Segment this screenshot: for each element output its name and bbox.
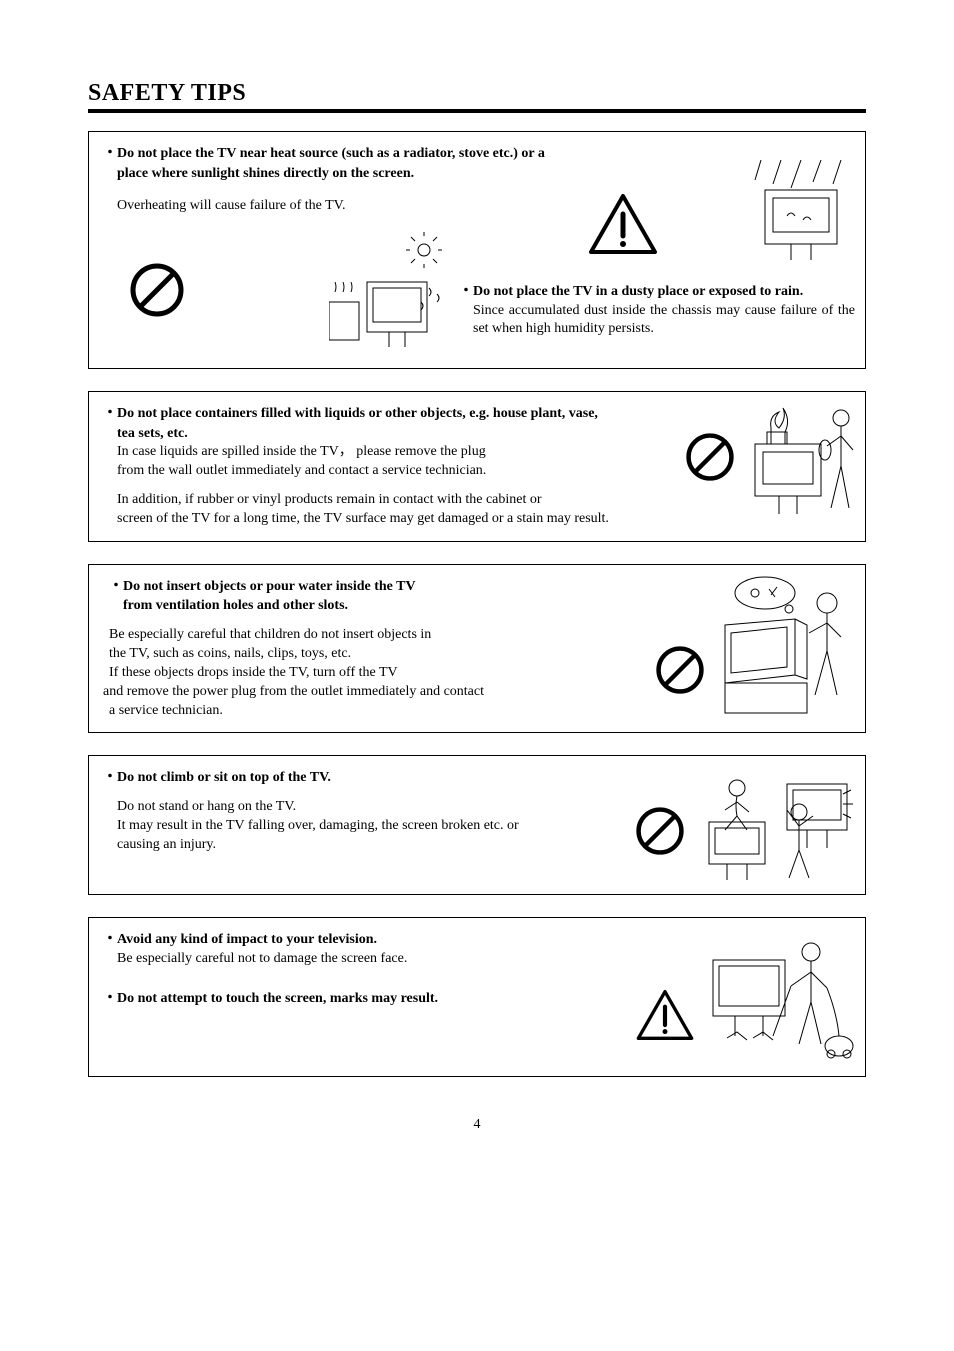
heading-text-dust: Do not place the TV in a dusty place or … bbox=[473, 284, 803, 299]
prohibition-icon bbox=[635, 806, 685, 856]
bullet-heading-dust: ・Do not place the TV in a dusty place or… bbox=[459, 282, 855, 302]
plant-illustration bbox=[749, 398, 859, 520]
bullet-heading: ・Do not place containers filled with liq… bbox=[103, 404, 851, 424]
safety-box-heat-dust: ・Do not place the TV near heat source (s… bbox=[88, 131, 866, 369]
warning-icon bbox=[587, 192, 659, 261]
prohibition-icon bbox=[685, 432, 735, 482]
prohibition-icon bbox=[655, 645, 705, 695]
body-text: Overheating will cause failure of the TV… bbox=[103, 197, 851, 216]
heading-text: Avoid any kind of impact to your televis… bbox=[117, 932, 377, 947]
body-line: In addition, if rubber or vinyl products… bbox=[103, 491, 851, 510]
page-number: 4 bbox=[88, 1117, 866, 1133]
heading-text: Do not insert objects or pour water insi… bbox=[123, 579, 416, 594]
page-title: SAFETY TIPS bbox=[88, 80, 866, 107]
right-col: ・Do not place the TV in a dusty place or… bbox=[459, 282, 855, 339]
document-page: SAFETY TIPS ・Do not place the TV near he… bbox=[0, 0, 954, 1173]
vacuum-illustration bbox=[707, 938, 857, 1068]
heading-line2: place where sunlight shines directly on … bbox=[117, 166, 414, 181]
heading-text-touch: Do not attempt to touch the screen, mark… bbox=[117, 991, 438, 1006]
bullet-heading: ・Do not place the TV near heat source (s… bbox=[103, 144, 851, 164]
title-rule bbox=[88, 109, 866, 113]
heading-line2: tea sets, etc. bbox=[103, 424, 851, 444]
climb-illustration bbox=[695, 770, 855, 890]
safety-box-insert: ・Do not insert objects or pour water ins… bbox=[88, 564, 866, 734]
rain-illustration bbox=[751, 160, 851, 275]
body-text-dust: Since accumulated dust inside the chassi… bbox=[459, 302, 855, 340]
warning-icon bbox=[635, 988, 695, 1042]
safety-box-impact: ・Avoid any kind of impact to your televi… bbox=[88, 917, 866, 1077]
child-tv-illustration bbox=[715, 575, 855, 725]
heading-text: Do not place the TV near heat source (su… bbox=[117, 146, 545, 161]
heading-text: Do not place containers filled with liqu… bbox=[117, 406, 598, 421]
prohibition-icon bbox=[129, 262, 185, 323]
heat-illustration bbox=[329, 232, 459, 362]
safety-box-climb: ・Do not climb or sit on top of the TV. D… bbox=[88, 755, 866, 895]
safety-box-liquids: ・Do not place containers filled with liq… bbox=[88, 391, 866, 542]
body-line: In case liquids are spilled inside the T… bbox=[103, 443, 851, 462]
body-line: screen of the TV for a long time, the TV… bbox=[103, 510, 851, 529]
heading-text-cont: place where sunlight shines directly on … bbox=[103, 164, 851, 184]
heading-text: Do not climb or sit on top of the TV. bbox=[117, 770, 331, 785]
body-line: from the wall outlet immediately and con… bbox=[103, 462, 851, 481]
